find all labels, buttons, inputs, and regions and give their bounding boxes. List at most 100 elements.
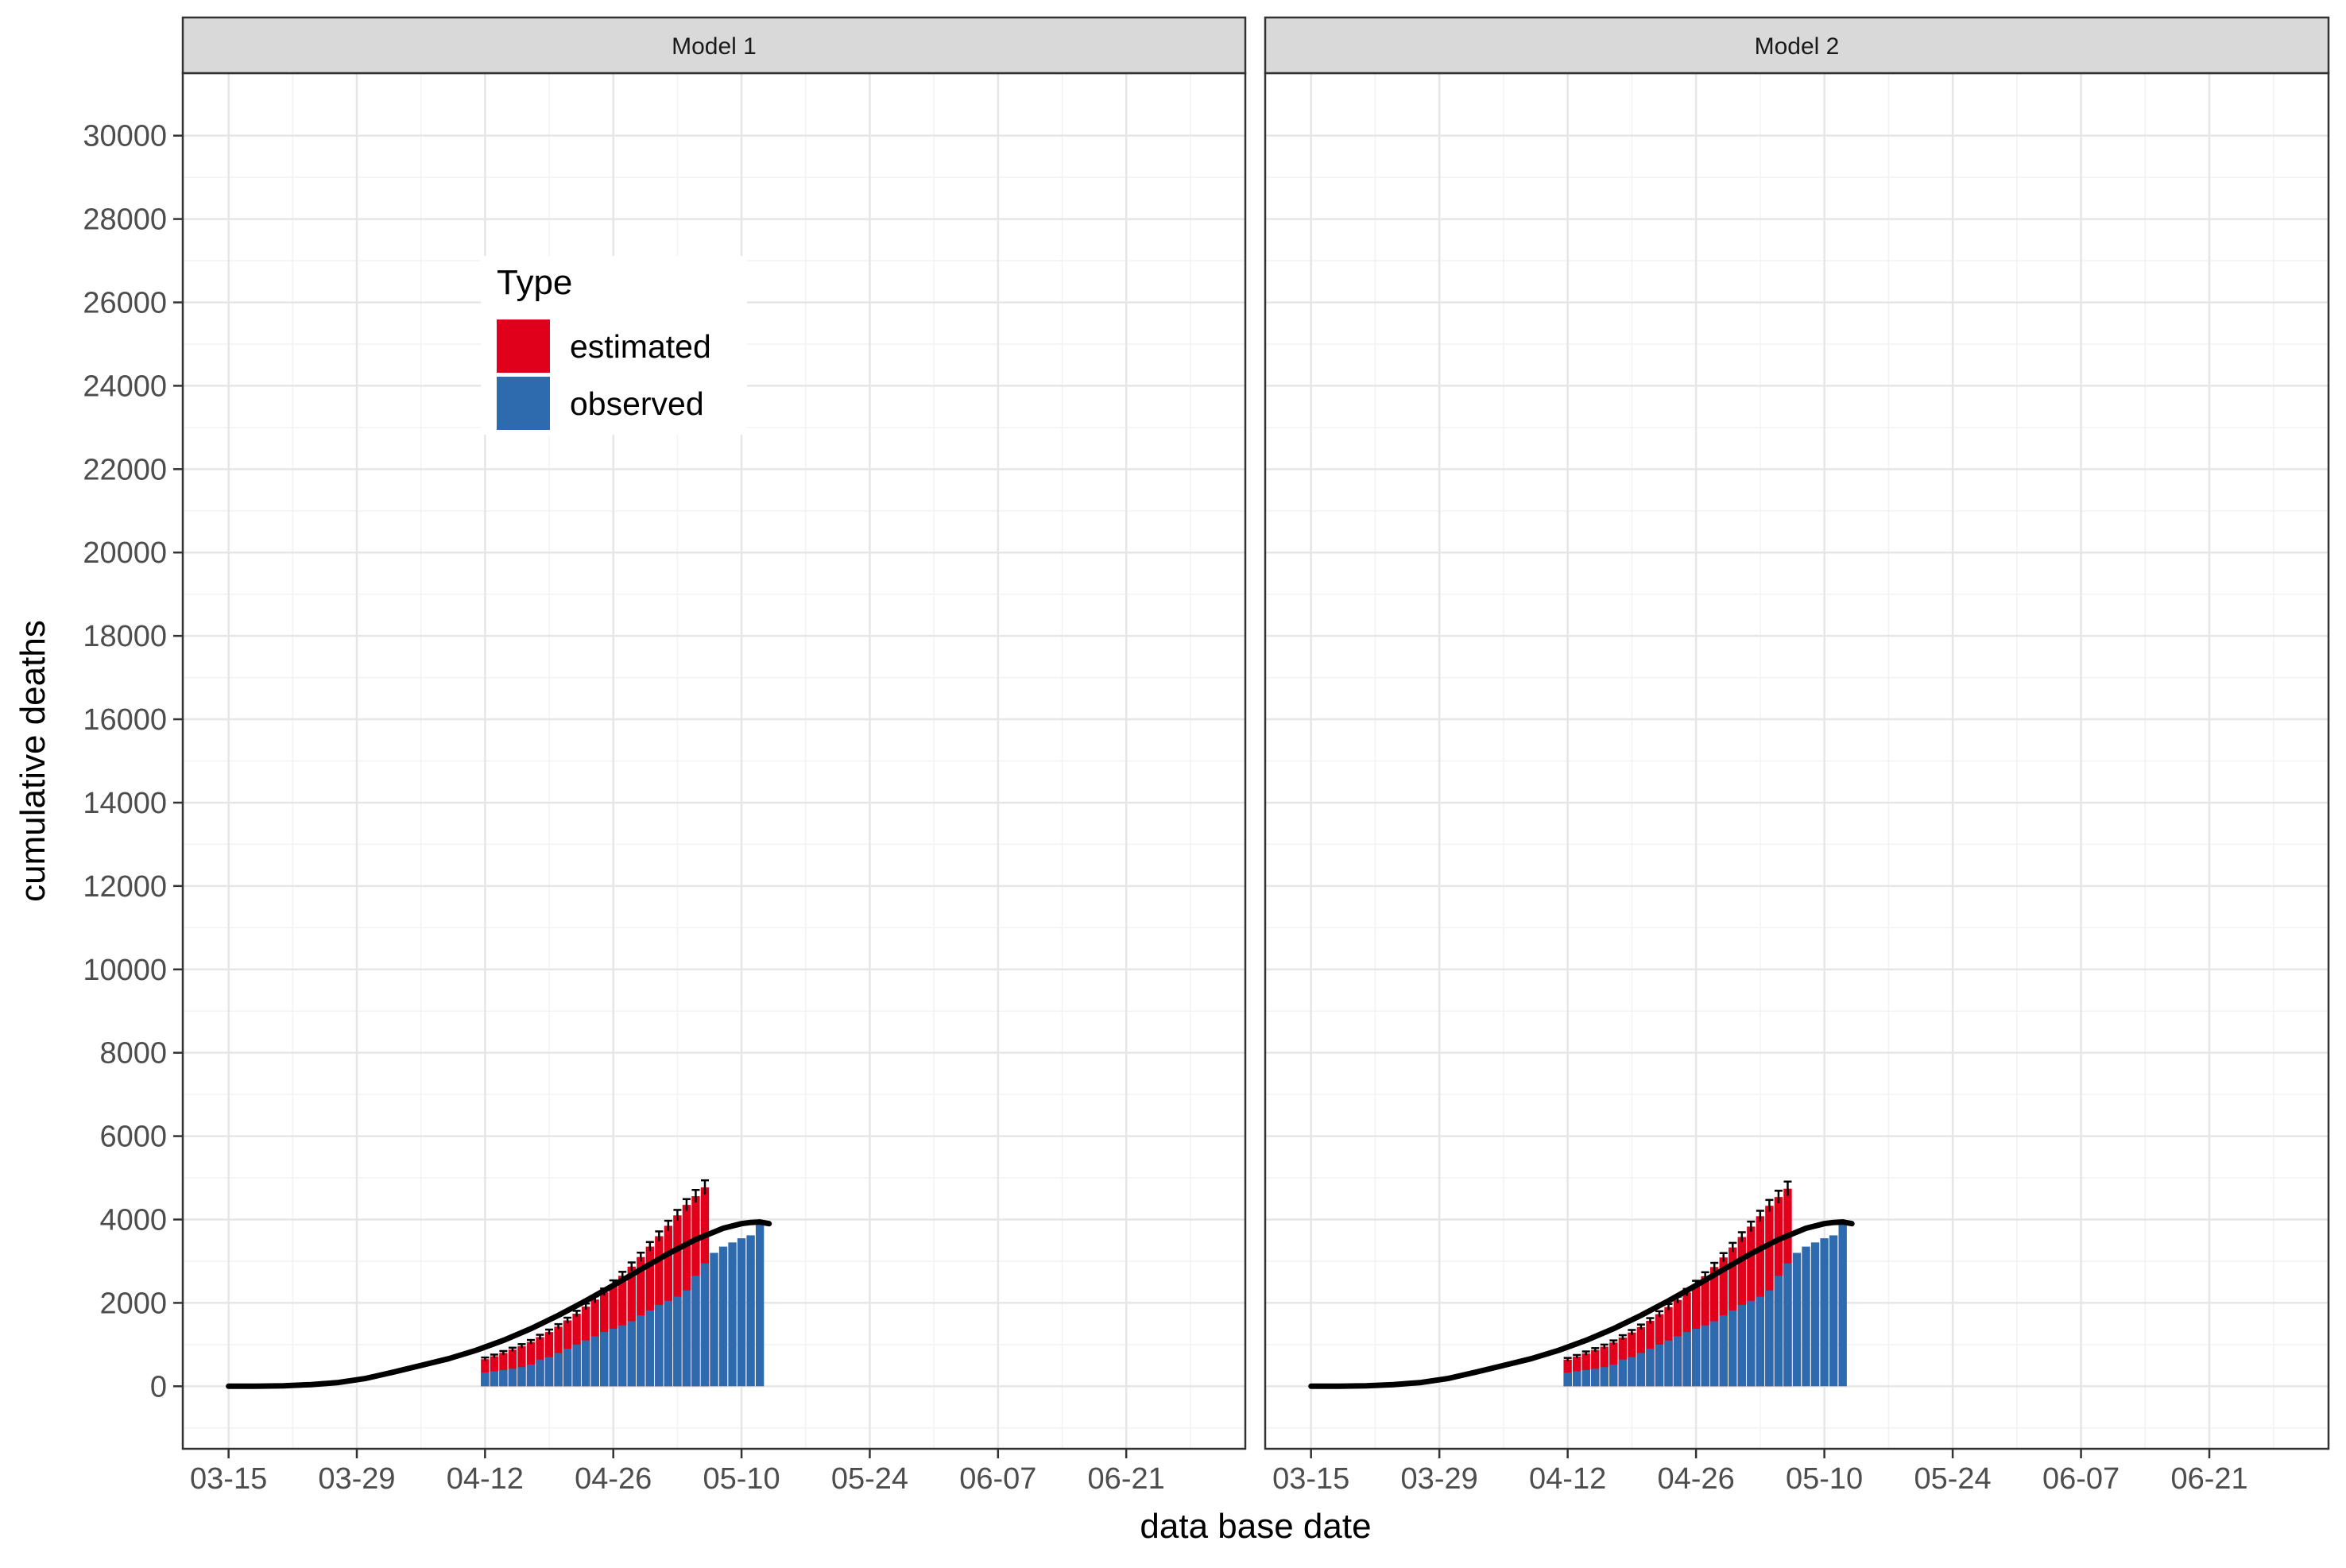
fit-line xyxy=(1308,1219,1855,1389)
y-tick-label: 0 xyxy=(150,1370,167,1403)
observed-bar xyxy=(637,1315,645,1387)
estimated-bar xyxy=(526,1342,536,1387)
observed-bar xyxy=(1591,1369,1600,1387)
x-tick-label: 05-10 xyxy=(1786,1462,1863,1496)
y-tick-label: 16000 xyxy=(83,703,167,737)
observed-bar xyxy=(481,1372,490,1387)
x-tick-label: 04-26 xyxy=(575,1462,652,1496)
estimated-bar xyxy=(517,1345,526,1387)
observed-bar xyxy=(718,1246,728,1387)
observed-bar xyxy=(600,1332,609,1387)
observed-bar xyxy=(1609,1365,1618,1387)
observed-bar xyxy=(1737,1305,1746,1387)
y-tick-label: 14000 xyxy=(83,787,167,820)
legend-key-observed xyxy=(497,377,550,430)
observed-bar xyxy=(645,1310,655,1387)
observed-bar xyxy=(1646,1349,1655,1387)
observed-bar xyxy=(1618,1359,1628,1387)
legend-label-estimated: estimated xyxy=(570,328,711,365)
observed-bar xyxy=(1664,1340,1673,1387)
legend-key-estimated xyxy=(497,319,550,373)
observed-bar xyxy=(536,1359,544,1387)
estimated-bar xyxy=(499,1353,508,1387)
observed-bar xyxy=(1765,1290,1774,1387)
observed-bar xyxy=(1810,1242,1820,1387)
observed-bar xyxy=(554,1353,563,1387)
observed-bar xyxy=(1581,1369,1590,1387)
observed-bar xyxy=(700,1263,710,1387)
facet-strip xyxy=(1264,16,2330,75)
observed-bar xyxy=(691,1276,700,1387)
y-tick-label: 30000 xyxy=(83,120,167,153)
y-tick-label: 6000 xyxy=(99,1121,167,1154)
x-tick-label: 03-15 xyxy=(190,1462,267,1496)
facet-strip xyxy=(181,16,1247,75)
observed-bar xyxy=(1756,1296,1765,1387)
x-tick-label: 03-29 xyxy=(1401,1462,1478,1496)
y-tick-label: 4000 xyxy=(99,1204,167,1237)
facet-label: Model 2 xyxy=(1755,33,1840,60)
observed-bar xyxy=(609,1328,617,1387)
x-tick-label: 05-24 xyxy=(831,1462,908,1496)
observed-bar xyxy=(1729,1310,1737,1387)
observed-bar xyxy=(1792,1252,1802,1387)
observed-bar xyxy=(1838,1221,1847,1387)
x-tick-label: 05-24 xyxy=(1914,1462,1991,1496)
observed-bar xyxy=(728,1242,737,1387)
y-tick-label: 18000 xyxy=(83,620,167,653)
x-tick-label: 04-12 xyxy=(447,1462,524,1496)
x-tick-label: 06-07 xyxy=(2042,1462,2120,1496)
observed-bar xyxy=(1829,1235,1838,1387)
facet-label: Model 1 xyxy=(672,33,757,60)
observed-bar xyxy=(737,1238,746,1387)
x-tick-label: 06-21 xyxy=(1088,1462,1165,1496)
observed-bar xyxy=(1774,1276,1783,1387)
y-tick-label: 8000 xyxy=(99,1037,167,1070)
fit-line xyxy=(226,1219,772,1389)
estimated-bar xyxy=(508,1349,517,1387)
estimated-bar xyxy=(1609,1342,1618,1387)
observed-bar xyxy=(1783,1263,1792,1387)
observed-bar xyxy=(490,1371,499,1387)
observed-bar xyxy=(1747,1300,1756,1387)
observed-bar xyxy=(563,1349,572,1387)
observed-bar xyxy=(746,1235,755,1387)
observed-bar xyxy=(1691,1328,1701,1387)
legend-title: Type xyxy=(497,263,572,302)
observed-bar xyxy=(572,1344,581,1387)
observed-bar xyxy=(1701,1325,1709,1387)
legend-label-observed: observed xyxy=(570,385,704,422)
y-tick-label: 20000 xyxy=(83,536,167,570)
observed-bar xyxy=(499,1369,508,1387)
observed-bar xyxy=(508,1369,517,1387)
observed-bar xyxy=(581,1340,590,1387)
observed-bar xyxy=(1682,1332,1691,1387)
observed-bar xyxy=(673,1296,682,1387)
observed-bar xyxy=(1673,1336,1682,1387)
observed-bar xyxy=(682,1290,691,1387)
x-tick-label: 06-07 xyxy=(959,1462,1036,1496)
x-tick-label: 06-21 xyxy=(2170,1462,2247,1496)
observed-bar xyxy=(1563,1372,1572,1387)
y-tick-label: 2000 xyxy=(99,1287,167,1320)
y-tick-label: 10000 xyxy=(83,954,167,987)
observed-bar xyxy=(1655,1344,1664,1387)
observed-bar xyxy=(1709,1321,1719,1387)
observed-bar xyxy=(517,1367,526,1387)
x-tick-label: 04-26 xyxy=(1658,1462,1735,1496)
estimated-bar xyxy=(1600,1346,1609,1387)
observed-bar xyxy=(1820,1238,1829,1387)
x-tick-label: 05-10 xyxy=(703,1462,780,1496)
observed-bar xyxy=(526,1365,536,1387)
x-axis-title: data base date xyxy=(1140,1507,1371,1546)
observed-bar xyxy=(1802,1246,1810,1387)
y-tick-label: 22000 xyxy=(83,453,167,486)
observed-bar xyxy=(1600,1367,1609,1387)
observed-bar xyxy=(655,1305,664,1387)
y-tick-label: 28000 xyxy=(83,203,167,237)
observed-bar xyxy=(710,1252,718,1387)
observed-bar xyxy=(1572,1371,1581,1387)
y-tick-label: 26000 xyxy=(83,287,167,320)
